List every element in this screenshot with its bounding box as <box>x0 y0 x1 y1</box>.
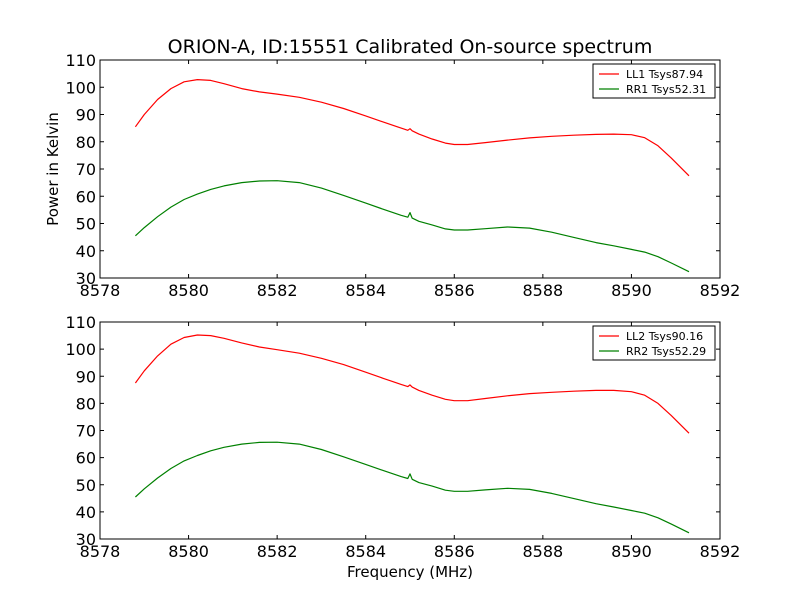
bottom-panel: 8578 8580 8582 8584 8586 8588 8590 8592 30 40 50 60… <box>65 313 740 561</box>
bottom-y-tick-label: 60 <box>76 449 96 468</box>
bottom-series-line-ll2 <box>134 334 690 434</box>
top-y-tick-label: 110 <box>65 51 96 70</box>
top-panel: 8578 8580 8582 8584 8586 8588 8590 8592 30 40 50 60… <box>65 51 740 300</box>
bottom-y-tick-label: 30 <box>76 530 96 549</box>
top-x-tick-label: 8580 <box>168 281 209 300</box>
bottom-x-tick-label: 8588 <box>522 542 563 561</box>
bottom-x-tick-label: 8582 <box>257 542 298 561</box>
bottom-y-tick-label: 70 <box>76 422 96 441</box>
bottom-x-tick-label: 8584 <box>345 542 386 561</box>
top-legend-box <box>592 63 716 99</box>
top-series-line-rr1 <box>134 180 690 273</box>
bottom-legend: LL2 Tsys90.16 RR2 Tsys52.29 <box>592 325 716 361</box>
bottom-y-tick-label: 50 <box>76 476 96 495</box>
bottom-x-tick-label: 8592 <box>700 542 741 561</box>
top-x-tick-label: 8584 <box>345 281 386 300</box>
bottom-y-tick-label: 40 <box>76 503 96 522</box>
top-y-tick-label: 70 <box>76 160 96 179</box>
top-y-tick-label: 40 <box>76 242 96 261</box>
chart-title: ORION-A, ID:15551 Calibrated On-source s… <box>168 36 653 58</box>
top-x-tick-label: 8578 <box>80 281 121 300</box>
top-legend: LL1 Tsys87.94 RR1 Tsys52.31 <box>592 63 716 99</box>
top-y-tick-label: 60 <box>76 187 96 206</box>
bottom-x-tick-label: 8580 <box>168 542 209 561</box>
top-legend-label: RR1 Tsys52.31 <box>626 83 706 96</box>
bottom-x-tick-label: 8578 <box>80 542 121 561</box>
top-y-tick-label: 80 <box>76 133 96 152</box>
top-x-tick-label: 8586 <box>434 281 475 300</box>
bottom-y-tick-label: 100 <box>65 340 96 359</box>
bottom-x-tick-label: 8586 <box>434 542 475 561</box>
top-y-tick-label: 90 <box>76 106 96 125</box>
bottom-y-tick-label: 90 <box>76 367 96 386</box>
top-legend-label: LL1 Tsys87.94 <box>626 68 703 81</box>
top-series-line-ll1 <box>134 78 690 177</box>
bottom-y-tick-label: 110 <box>65 313 96 332</box>
top-x-tick-label: 8588 <box>522 281 563 300</box>
top-y-tick-label: 100 <box>65 78 96 97</box>
bottom-y-tick-label: 80 <box>76 394 96 413</box>
top-x-tick-label: 8592 <box>700 281 741 300</box>
x-axis-label: Frequency (MHz) <box>347 563 473 581</box>
y-axis-label: Power in Kelvin <box>44 112 62 226</box>
top-x-tick-label: 8590 <box>611 281 652 300</box>
top-y-tick-label: 30 <box>76 269 96 288</box>
bottom-legend-label: RR2 Tsys52.29 <box>626 345 706 358</box>
bottom-x-tick-label: 8590 <box>611 542 652 561</box>
top-y-tick-label: 50 <box>76 215 96 234</box>
bottom-series-line-rr2 <box>134 441 690 534</box>
top-x-tick-label: 8582 <box>257 281 298 300</box>
bottom-legend-box <box>592 325 716 361</box>
bottom-legend-label: LL2 Tsys90.16 <box>626 330 703 343</box>
